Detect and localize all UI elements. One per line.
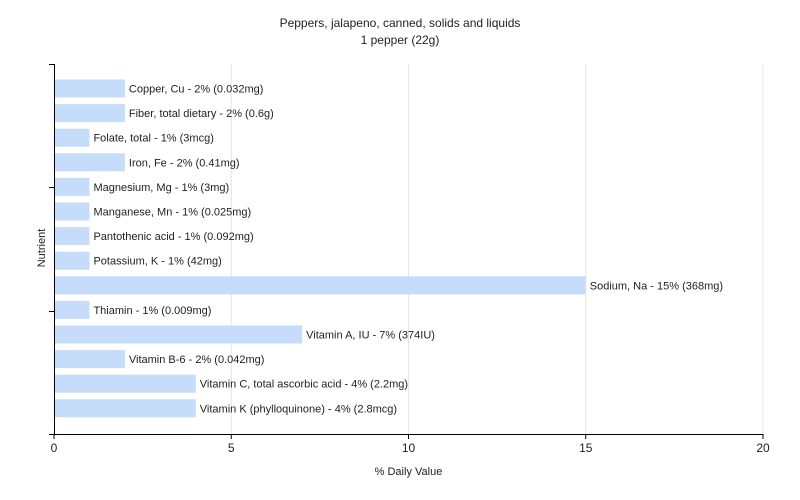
bar-label-0: Copper, Cu - 2% (0.032mg) xyxy=(129,84,264,96)
bar-label-13: Vitamin K (phylloquinone) - 4% (2.8mcg) xyxy=(200,403,397,415)
bar-8 xyxy=(55,276,586,295)
x-tick-label-10: 10 xyxy=(402,441,416,455)
bar-6 xyxy=(55,227,90,246)
bar-13 xyxy=(55,399,196,418)
bar-7 xyxy=(55,251,90,270)
bar-label-4: Magnesium, Mg - 1% (3mg) xyxy=(93,182,229,194)
bar-label-10: Vitamin A, IU - 7% (374IU) xyxy=(306,330,435,342)
x-tick-label-0: 0 xyxy=(51,441,58,455)
bar-label-11: Vitamin B-6 - 2% (0.042mg) xyxy=(129,354,265,366)
bar-label-9: Thiamin - 1% (0.009mg) xyxy=(93,305,211,317)
bar-0 xyxy=(55,79,125,98)
y-axis-title: Nutrient xyxy=(36,228,48,268)
chart-title: Peppers, jalapeno, canned, solids and li… xyxy=(279,16,521,30)
x-axis-title: % Daily Value xyxy=(374,466,443,478)
bar-2 xyxy=(55,128,90,147)
x-tick-label-20: 20 xyxy=(756,441,770,455)
bar-label-8: Sodium, Na - 15% (368mg) xyxy=(590,280,723,292)
bar-9 xyxy=(55,300,90,319)
bar-label-5: Manganese, Mn - 1% (0.025mg) xyxy=(93,207,251,219)
bar-11 xyxy=(55,350,125,369)
bar-4 xyxy=(55,177,90,196)
bar-label-1: Fiber, total dietary - 2% (0.6g) xyxy=(129,108,274,120)
bar-label-7: Potassium, K - 1% (42mg) xyxy=(93,256,221,268)
bar-label-3: Iron, Fe - 2% (0.41mg) xyxy=(129,157,240,169)
bar-label-6: Pantothenic acid - 1% (0.092mg) xyxy=(93,231,253,243)
bar-label-12: Vitamin C, total ascorbic acid - 4% (2.2… xyxy=(200,379,408,391)
chart-subtitle: 1 pepper (22g) xyxy=(360,33,440,47)
x-tick-label-15: 15 xyxy=(579,441,593,455)
bar-10 xyxy=(55,325,303,344)
bar-1 xyxy=(55,104,125,123)
bar-label-2: Folate, total - 1% (3mcg) xyxy=(93,133,213,145)
bar-12 xyxy=(55,374,196,393)
bar-5 xyxy=(55,202,90,221)
bar-3 xyxy=(55,153,125,172)
x-tick-label-5: 5 xyxy=(228,441,235,455)
